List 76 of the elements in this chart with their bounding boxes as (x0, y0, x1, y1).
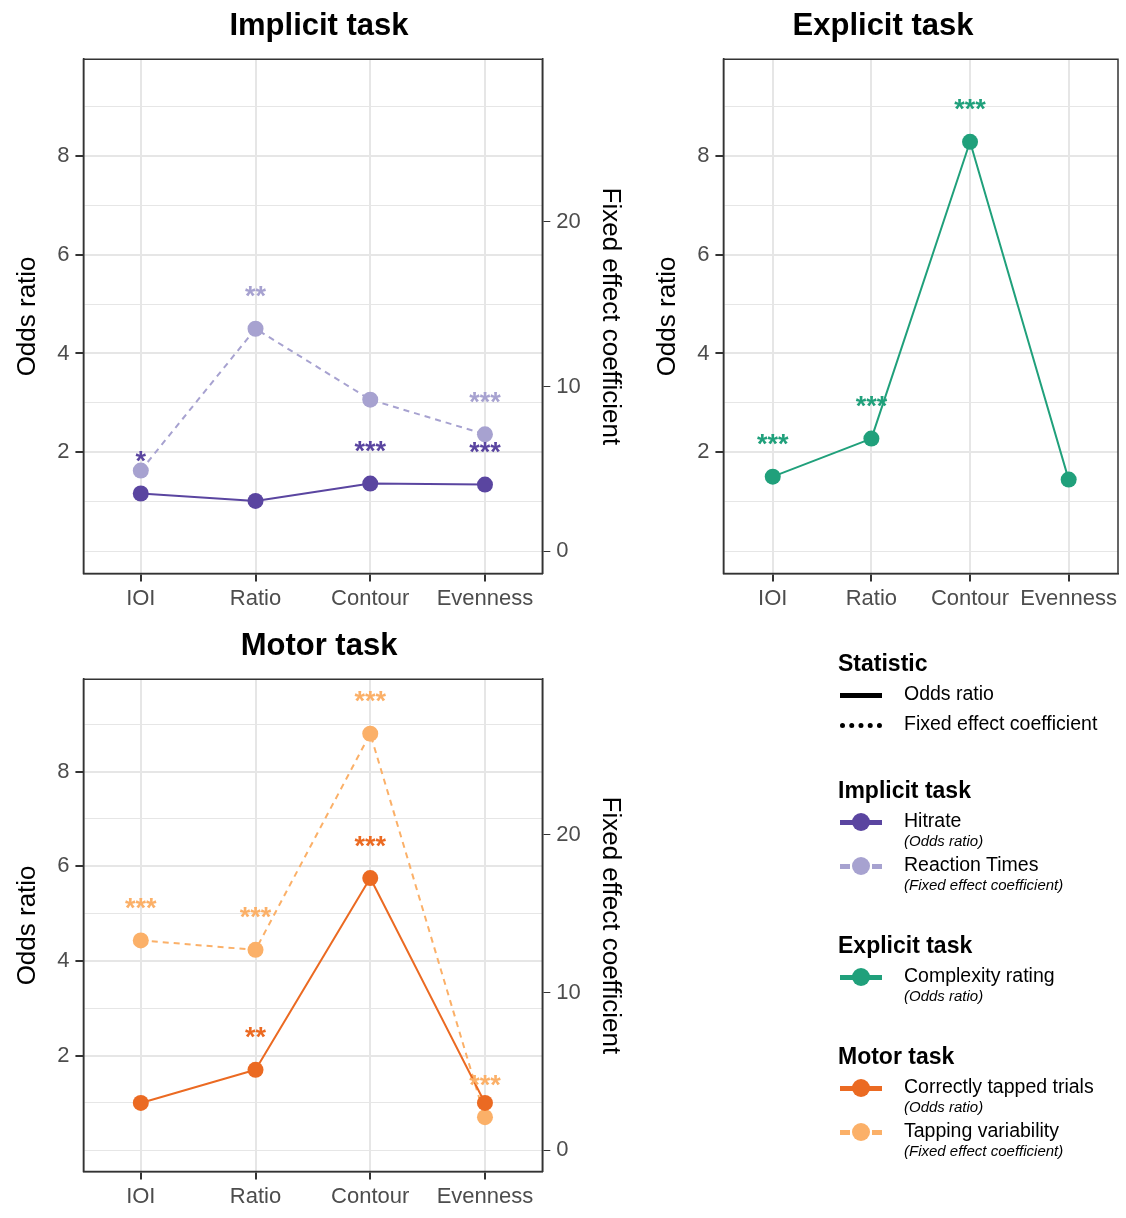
legend-label: Correctly tapped trials (Odds ratio) (904, 1075, 1094, 1116)
point (132, 1094, 149, 1111)
x-tick-label: Ratio (229, 1182, 282, 1208)
y2-tick-label: 10 (556, 372, 581, 398)
chart-title: Implicit task (229, 7, 410, 43)
point (247, 320, 264, 337)
y-tick-label: 4 (697, 339, 710, 365)
data-label: *** (354, 830, 387, 861)
point (247, 1061, 264, 1078)
legend-title: Statistic (838, 650, 929, 677)
y-tick-label: 4 (57, 339, 70, 365)
legend-label: Complexity rating (Odds ratio) (904, 964, 1055, 1005)
x-tick-label: Ratio (845, 584, 898, 610)
y-tick-label: 2 (57, 438, 70, 464)
point (247, 941, 264, 958)
x-tick-label: IOI (126, 1182, 156, 1208)
y2-tick-label: 20 (556, 820, 581, 846)
data-label: *** (354, 686, 387, 717)
x-tick-label: Contour (331, 1182, 410, 1208)
data-label: *** (469, 386, 502, 417)
chart-title: Explicit task (792, 7, 975, 43)
point (362, 391, 379, 408)
x-tick-label: Ratio (229, 584, 282, 610)
point (132, 462, 149, 479)
data-label: *** (756, 429, 789, 460)
point (476, 1109, 493, 1126)
data-label: *** (469, 437, 502, 468)
y2-tick-label: 10 (556, 978, 581, 1004)
x-tick-label: Evenness (436, 584, 534, 610)
legend-title: Implicit task (838, 777, 972, 804)
chart-title: Motor task (240, 627, 399, 663)
point (764, 468, 781, 485)
y-tick-label: 8 (697, 141, 710, 167)
legend-label: Hitrate (Odds ratio) (904, 809, 984, 850)
data-label: *** (354, 436, 387, 467)
data-label: * (135, 445, 147, 476)
point (362, 725, 379, 742)
y-tick-label: 8 (57, 757, 70, 783)
y-tick-label: 6 (57, 852, 70, 878)
y-axis-title: Odds ratio (10, 865, 41, 986)
y2-axis-title: Fixed effect coefficient (597, 796, 628, 1056)
y-axis-title: Odds ratio (10, 256, 41, 377)
x-tick-label: Evenness (1020, 584, 1117, 610)
data-label: *** (954, 94, 987, 125)
data-label: ** (245, 1022, 267, 1053)
y2-tick-label: 20 (556, 207, 581, 233)
y-tick-label: 6 (697, 240, 710, 266)
x-tick-label: Contour (930, 584, 1010, 610)
y-tick-label: 2 (57, 1041, 70, 1067)
legend-label: Tapping variability (Fixed effect coefficient) (904, 1119, 1064, 1160)
point (962, 133, 979, 150)
legend-title: Motor task (838, 1043, 956, 1070)
x-tick-label: Contour (331, 584, 410, 610)
y-tick-label: 4 (57, 946, 70, 972)
y-tick-label: 6 (57, 240, 70, 266)
y2-axis-title: Fixed effect coefficient (597, 187, 628, 447)
legend-label: Reaction Times (Fixed effect coefficient) (904, 853, 1064, 894)
y-tick-label: 8 (57, 141, 70, 167)
x-tick-label: Evenness (436, 1182, 534, 1208)
point (132, 932, 149, 949)
x-tick-label: IOI (758, 584, 788, 610)
point (1060, 471, 1077, 488)
legend-label: Odds ratio (904, 682, 994, 704)
point (863, 430, 880, 447)
point (362, 870, 379, 887)
y-axis-title: Odds ratio (650, 256, 681, 377)
legend-label: Fixed effect coefficient (904, 712, 1098, 734)
y2-tick-label: 0 (556, 537, 569, 563)
data-label: ** (245, 281, 267, 312)
point (476, 426, 493, 443)
y2-tick-label: 0 (556, 1136, 569, 1162)
data-label: *** (125, 892, 158, 923)
x-tick-label: IOI (126, 584, 156, 610)
legend-title: Explicit task (838, 932, 974, 959)
data-label: *** (239, 902, 272, 933)
y-tick-label: 2 (697, 438, 710, 464)
